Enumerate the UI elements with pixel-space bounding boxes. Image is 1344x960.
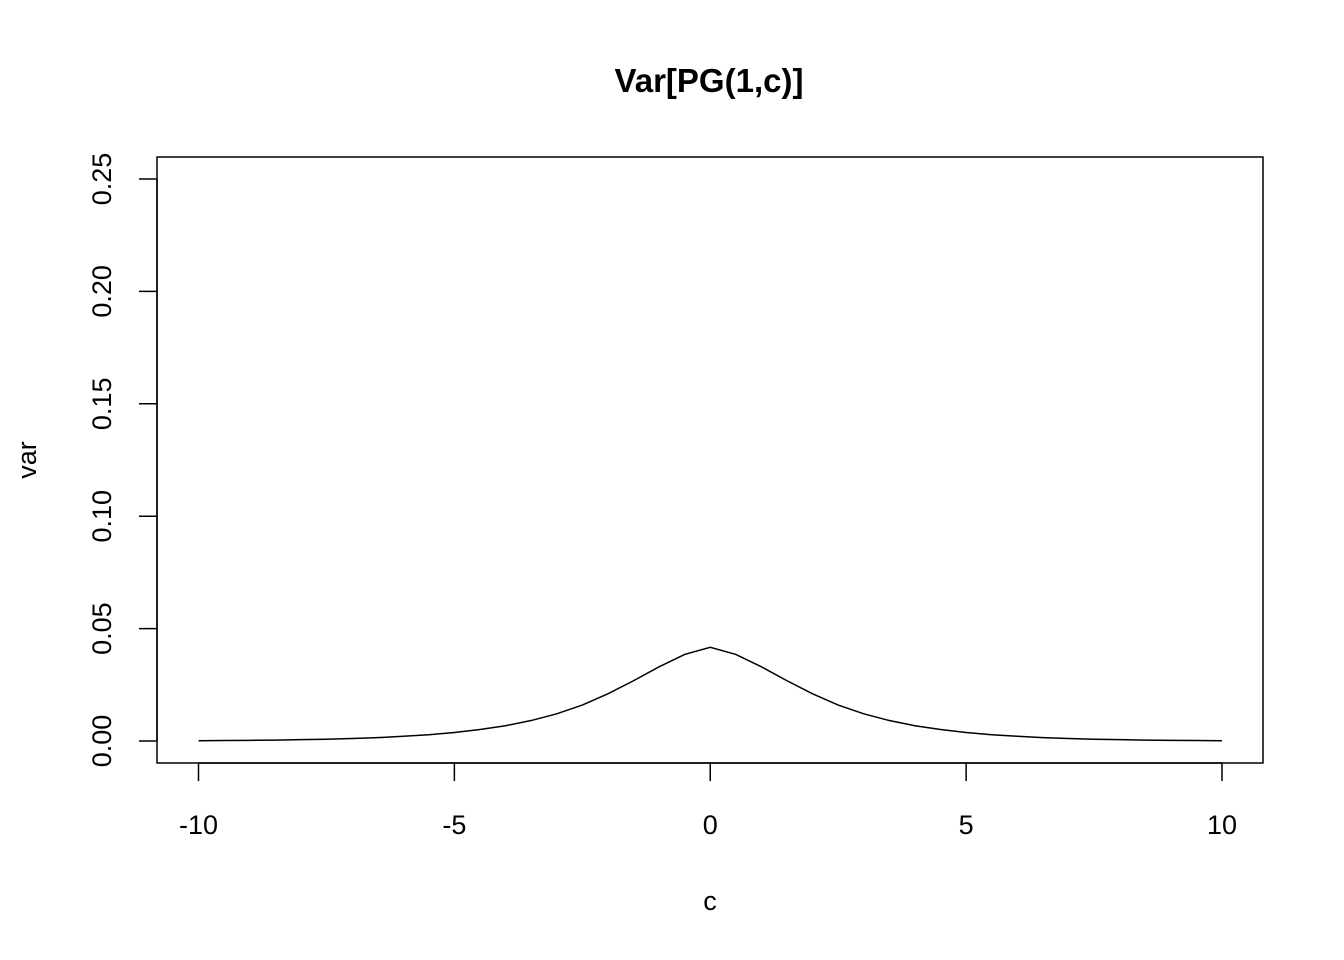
series-line <box>198 646 1223 742</box>
x-tick-label: 10 <box>1207 810 1237 840</box>
y-tick-label: 0.10 <box>87 490 117 543</box>
y-tick-label: 0.00 <box>87 715 117 768</box>
y-tick-label: 0.15 <box>87 378 117 431</box>
x-tick-label: -5 <box>442 810 466 840</box>
x-tick-label: 0 <box>703 810 718 840</box>
y-tick-label: 0.25 <box>87 153 117 206</box>
x-axis: -10 -5 0 5 10 <box>179 762 1237 840</box>
chart-title: Var[PG(1,c)] <box>615 62 804 99</box>
y-axis-label: var <box>12 441 42 479</box>
x-tick-label: -10 <box>179 810 218 840</box>
plot-frame <box>156 156 1264 764</box>
x-tick-label: 5 <box>959 810 974 840</box>
y-tick-label: 0.05 <box>87 602 117 655</box>
y-tick-label: 0.20 <box>87 265 117 318</box>
y-axis: 0.00 0.05 0.10 0.15 0.20 0.25 <box>87 153 158 768</box>
x-axis-label: c <box>703 886 717 916</box>
